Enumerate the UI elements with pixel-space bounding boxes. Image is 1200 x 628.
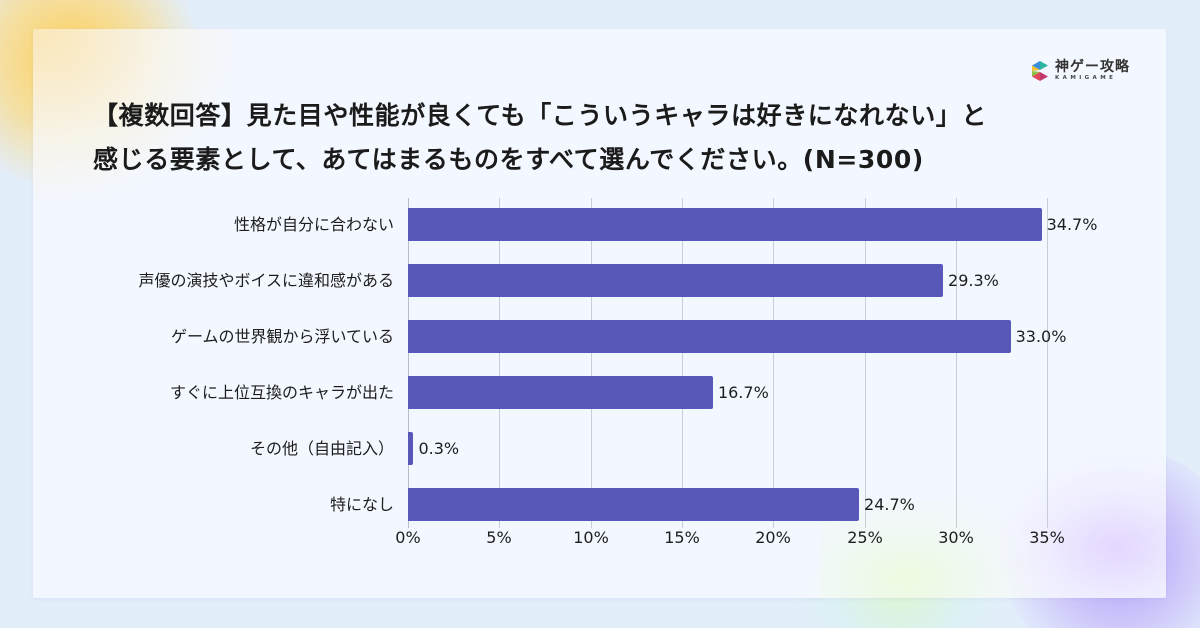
category-label: 声優の演技やボイスに違和感がある	[138, 271, 394, 290]
bar-row: その他（自由記入） 0.3%	[0, 432, 1200, 465]
category-label: ゲームの世界観から浮いている	[170, 327, 394, 346]
bar	[408, 376, 713, 409]
bar-row: 声優の演技やボイスに違和感がある 29.3%	[0, 264, 1200, 297]
bar-value-label: 34.7%	[1046, 215, 1098, 234]
gridline	[865, 198, 866, 528]
kamigame-logo-icon	[1032, 61, 1048, 81]
bar-row: ゲームの世界観から浮いている 33.0%	[0, 320, 1200, 353]
x-axis-tick-label: 35%	[1029, 528, 1065, 547]
bar-value-label: 29.3%	[948, 271, 999, 290]
bar-value-label: 0.3%	[418, 439, 460, 458]
gridline	[956, 198, 957, 528]
gridline	[499, 198, 500, 528]
x-axis-tick-label: 10%	[573, 528, 609, 547]
bar	[408, 264, 944, 297]
gridline	[773, 198, 774, 528]
bar-row: すぐに上位互換のキャラが出た 16.7%	[0, 376, 1200, 409]
bar	[408, 208, 1042, 241]
x-axis-tick-label: 0%	[395, 528, 421, 547]
category-label: 性格が自分に合わない	[233, 215, 394, 234]
kamigame-logo: 神ゲー攻略 KAMIGAME	[1030, 58, 1130, 84]
bar-value-label: 33.0%	[1015, 327, 1067, 346]
chart-title-line-1: 【複数回答】見た目や性能が良くても「こういうキャラは好きになれない」と	[93, 101, 988, 130]
chart-title-line-2: 感じる要素として、あてはまるものをすべて選んでください。(N=300)	[93, 145, 924, 174]
category-label: 特になし	[329, 495, 394, 514]
category-label: すぐに上位互換のキャラが出た	[169, 383, 394, 402]
x-axis-tick-label: 5%	[486, 528, 512, 547]
gridline	[1047, 198, 1048, 528]
bar-row: 性格が自分に合わない 34.7%	[0, 208, 1200, 241]
x-axis-tick-label: 30%	[938, 528, 974, 547]
gridline	[682, 198, 683, 528]
logo-name-jp: 神ゲー攻略	[1055, 59, 1130, 76]
category-label: その他（自由記入）	[249, 439, 394, 458]
gridline	[408, 198, 409, 528]
bar	[408, 432, 414, 465]
bar-row: 特になし 24.7%	[0, 488, 1200, 521]
bar	[408, 320, 1011, 353]
logo-name-en: KAMIGAME	[1055, 75, 1117, 82]
gridline	[591, 198, 592, 528]
x-axis-tick-label: 25%	[847, 528, 883, 547]
x-axis-tick-label: 15%	[664, 528, 700, 547]
bar-value-label: 24.7%	[864, 495, 915, 514]
bar-value-label: 16.7%	[717, 383, 769, 402]
chart-title: 【複数回答】見た目や性能が良くても「こういうキャラは好きになれない」と 感じる要…	[93, 94, 1133, 182]
x-axis-tick-label: 20%	[755, 528, 791, 547]
bar	[408, 488, 860, 521]
